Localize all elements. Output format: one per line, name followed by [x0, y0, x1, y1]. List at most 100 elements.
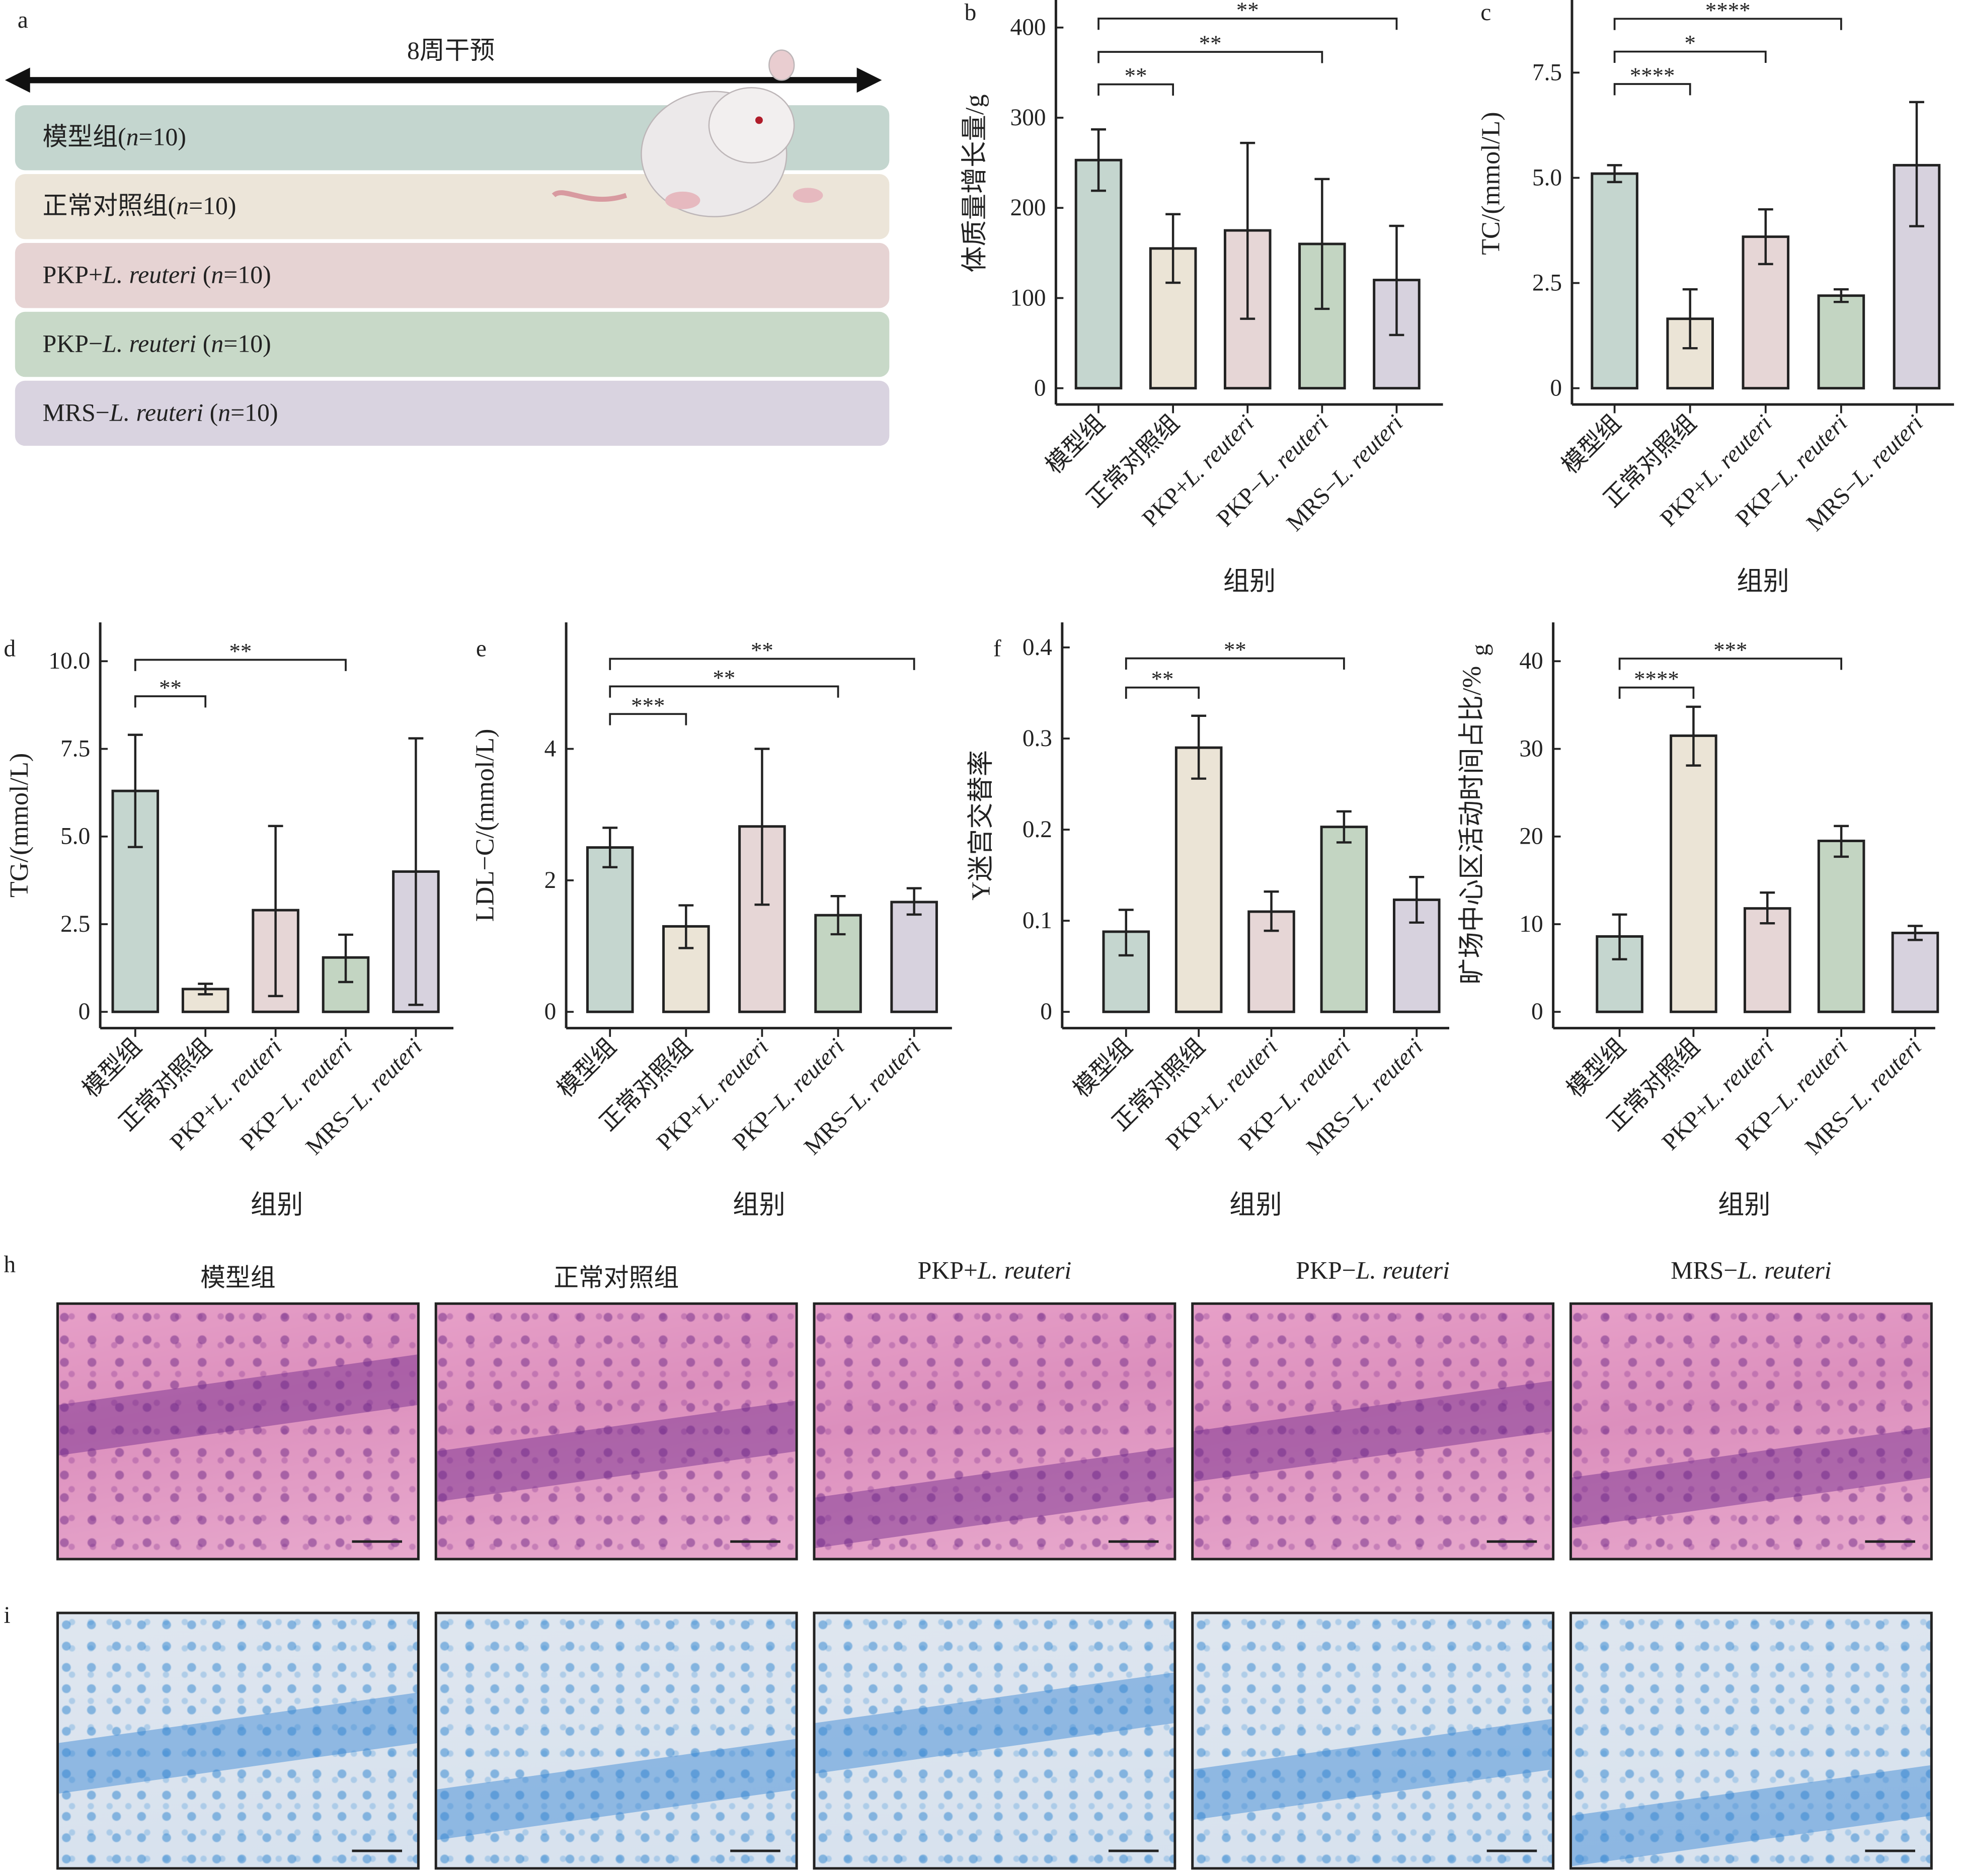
y-tick-label: 0.4	[1023, 634, 1052, 661]
y-tick-label: 10.0	[48, 648, 90, 674]
cell-layer	[815, 1668, 1174, 1778]
scale-bar	[1486, 1849, 1537, 1852]
significance-bracket	[1097, 83, 1174, 96]
x-tick-label-italic: L. reuteri	[346, 1033, 428, 1115]
x-tick-label-text: MRS−	[1302, 1097, 1365, 1160]
significance-bracket	[1097, 51, 1323, 63]
y-tick-label: 10	[1519, 911, 1543, 937]
x-tick-label-italic: L. reuteri	[844, 1033, 926, 1115]
group-row-text: n	[211, 331, 224, 358]
x-axis-label: 组别	[1223, 566, 1276, 596]
bar	[890, 901, 938, 1013]
significance-bracket	[1618, 658, 1842, 670]
y-tick-label: 0	[544, 999, 557, 1025]
scale-bar	[1108, 1540, 1159, 1543]
significance-bracket	[609, 658, 915, 670]
y-axis-label: LDL−C/(mmol/L)	[470, 729, 500, 922]
significance-bracket	[1613, 50, 1767, 63]
bar	[1074, 158, 1123, 390]
significance-label: ****	[1630, 62, 1675, 88]
y-tick-label: 2	[544, 867, 557, 893]
y-tick-label: 2.5	[60, 911, 90, 937]
group-row-text: =10)	[230, 399, 278, 427]
y-tick-label: 200	[1010, 195, 1046, 221]
significance-label: ****	[1634, 666, 1679, 691]
cell-layer	[437, 1397, 796, 1506]
significance-label: **	[1199, 31, 1222, 56]
cell-layer	[58, 1350, 417, 1460]
y-tick-label: 300	[1010, 105, 1046, 131]
significance-label: **	[1236, 0, 1259, 22]
bar	[1817, 840, 1865, 1013]
scale-bar	[730, 1540, 780, 1543]
histology-column-title: PKP−L. reuteri	[1191, 1257, 1554, 1286]
x-tick-label-text: 模型组	[553, 1033, 621, 1102]
significance-bracket	[609, 685, 839, 698]
cell-layer	[1194, 1376, 1552, 1486]
significance-bracket	[1613, 18, 1842, 30]
y-tick-label: 7.5	[60, 736, 90, 762]
panel-label-f: f	[993, 636, 1001, 663]
significance-bracket	[134, 695, 207, 708]
y-tick-label: 0.2	[1023, 817, 1052, 843]
cell-layer	[815, 1443, 1174, 1553]
y-tick-label: 5.0	[1532, 165, 1562, 191]
histology-column-title: PKP+L. reuteri	[813, 1257, 1176, 1286]
group-row-text: n	[126, 124, 139, 152]
significance-bracket	[1125, 686, 1200, 699]
cell-layer	[58, 1688, 417, 1798]
bar	[1320, 826, 1368, 1013]
significance-label: ***	[631, 693, 665, 718]
y-tick-label: 0	[1040, 999, 1052, 1025]
significance-bracket	[1618, 686, 1695, 699]
x-axis-label: 组别	[1718, 1190, 1771, 1219]
duration-label: 8周干预	[407, 37, 495, 65]
bar	[1670, 734, 1717, 1013]
bar	[1591, 172, 1638, 390]
group-row-text: =10)	[189, 193, 237, 221]
significance-bracket	[609, 713, 687, 725]
he-stain-image	[56, 1302, 420, 1561]
significance-label: ****	[1705, 0, 1751, 23]
significance-label: *	[1684, 30, 1695, 55]
scale-bar	[1865, 1849, 1915, 1852]
significance-label: **	[713, 665, 735, 690]
y-tick-label: 40	[1519, 648, 1543, 674]
significance-bracket	[1125, 657, 1345, 670]
x-tick-label-text: 模型组	[1562, 1033, 1631, 1102]
group-row: MRS−L. reuteri (n=10)	[15, 380, 890, 446]
scale-bar	[352, 1540, 403, 1543]
y-axis-label: 体质量增长量/g	[960, 95, 989, 273]
x-tick-label: 模型组	[553, 1033, 621, 1102]
y-tick-label: 0	[1034, 375, 1046, 401]
cell-layer	[437, 1735, 796, 1844]
group-row-text: L. reuteri	[103, 331, 197, 358]
cell-layer	[1572, 1423, 1930, 1533]
y-tick-label: 0.3	[1023, 725, 1052, 752]
title-italic: L. reuteri	[1738, 1257, 1832, 1285]
scale-bar	[730, 1849, 780, 1852]
x-tick-label: 模型组	[1068, 1033, 1137, 1102]
title-text: PKP−	[1296, 1257, 1356, 1285]
group-row-text: L. reuteri	[109, 399, 204, 427]
significance-label: ***	[1713, 637, 1747, 663]
title-text: 正常对照组	[554, 1265, 679, 1292]
significance-label: **	[159, 675, 182, 700]
x-tick-label-italic: L. reuteri	[1846, 410, 1928, 492]
group-row: PKP+L. reuteri (n=10)	[15, 242, 890, 308]
significance-label: **	[1151, 666, 1174, 691]
y-tick-label: 400	[1010, 15, 1046, 41]
group-row-text: L. reuteri	[103, 262, 197, 290]
timeline-arrow	[5, 67, 882, 93]
title-italic: L. reuteri	[977, 1257, 1072, 1285]
panel-label-c: c	[1480, 0, 1491, 27]
y-tick-label: 0.1	[1023, 908, 1052, 934]
group-row-text: n	[218, 399, 231, 427]
bar	[1893, 164, 1941, 390]
